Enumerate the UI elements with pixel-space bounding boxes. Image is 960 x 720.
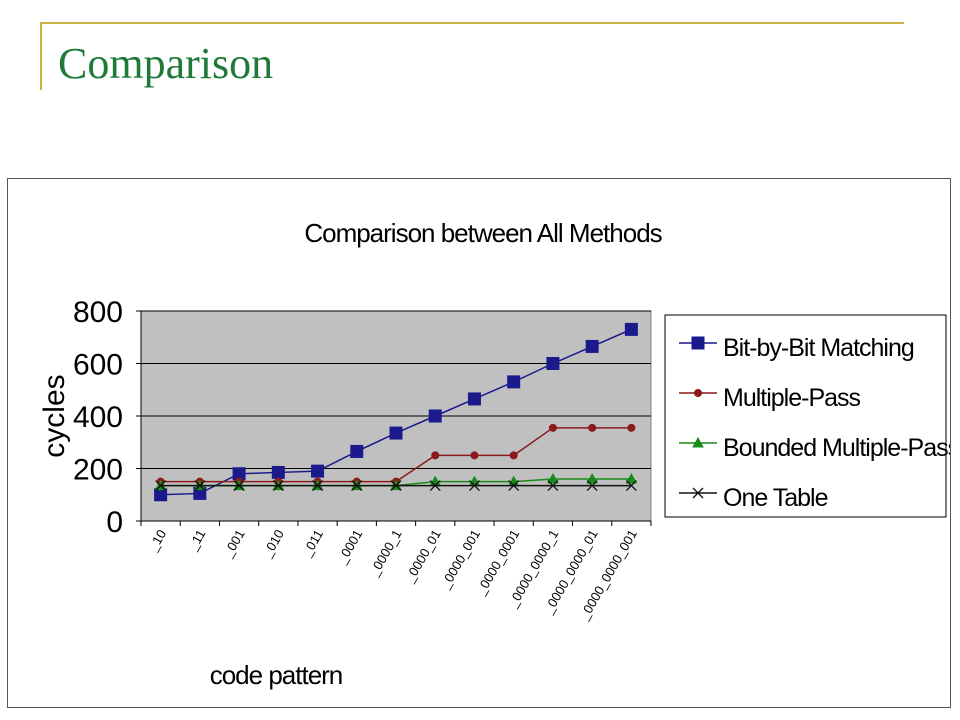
legend-swatch-marker (692, 487, 704, 499)
legend-swatch-marker (691, 336, 705, 350)
series-2-point (586, 472, 599, 484)
series-3-point (272, 480, 284, 492)
series-0-point (507, 375, 521, 389)
line-chart: Comparison between All Methods 0 200 400 600… (38, 218, 950, 690)
legend-label: Bit-by-Bit Matching (723, 334, 914, 362)
series-1-point (588, 423, 597, 432)
y-tick-label: 200 (73, 454, 123, 487)
series-3-point (625, 480, 637, 492)
series-3-point (390, 480, 402, 492)
series-2-point (547, 472, 559, 484)
y-tick-label: 400 (73, 401, 123, 434)
legend-label: Bounded Multiple-Pass (723, 434, 950, 462)
series-0-point (585, 339, 599, 353)
series-0-point (271, 465, 285, 479)
x-tick-label: _011 (299, 527, 326, 560)
series-3-point (547, 480, 559, 492)
y-tick-label: 800 (73, 296, 123, 329)
series-1-point (627, 423, 636, 432)
series-3-point (194, 480, 206, 492)
series-0-point (467, 392, 481, 406)
legend-box (664, 314, 947, 518)
series-1-point (548, 423, 557, 432)
y-tick-label: 600 (73, 349, 123, 382)
legend-label: One Table (723, 484, 828, 512)
series-1-point (509, 451, 518, 460)
series-3-point (155, 480, 167, 492)
y-axis-label: cycles (38, 374, 71, 457)
series-2-point (625, 472, 638, 484)
series-3-point (351, 480, 363, 492)
title-rule-left (40, 22, 42, 90)
series-3-point (233, 480, 245, 492)
series-3-point (429, 480, 441, 492)
x-axis-label: code pattern (210, 660, 343, 690)
title-rule-top (40, 22, 904, 24)
legend-label: Multiple-Pass (723, 384, 861, 412)
x-tick-label: _10 (145, 527, 169, 554)
legend-swatch-marker (694, 389, 702, 397)
series-0-point (389, 426, 403, 440)
slide-title: Comparison (58, 39, 274, 88)
series-1-point (431, 451, 440, 460)
series-3-point (508, 480, 520, 492)
series-0-point (428, 409, 442, 423)
series-3-point (586, 480, 598, 492)
x-tick-label: _0000_001 (437, 527, 483, 592)
legend-swatch-marker (692, 436, 704, 448)
series-0-point (624, 322, 638, 336)
series-3-point (469, 480, 480, 492)
x-tick-label: _0000_01 (401, 527, 443, 585)
series-3-point (312, 480, 323, 492)
series-0-point (311, 464, 325, 478)
series-1-point (470, 451, 479, 460)
x-tick-label: _001 (220, 527, 248, 560)
series-0-point (546, 357, 560, 370)
chart-title: Comparison between All Methods (304, 218, 662, 248)
x-tick-label: _0000_1 (366, 527, 405, 579)
series-0-point (350, 444, 364, 458)
x-tick-label: _0001 (334, 527, 366, 567)
chart-frame: Comparison between All Methods 0 200 400 600… (7, 178, 951, 708)
x-tick-label: _010 (259, 527, 287, 560)
y-tick-label: 0 (106, 506, 123, 539)
x-tick-label: _11 (185, 527, 209, 553)
